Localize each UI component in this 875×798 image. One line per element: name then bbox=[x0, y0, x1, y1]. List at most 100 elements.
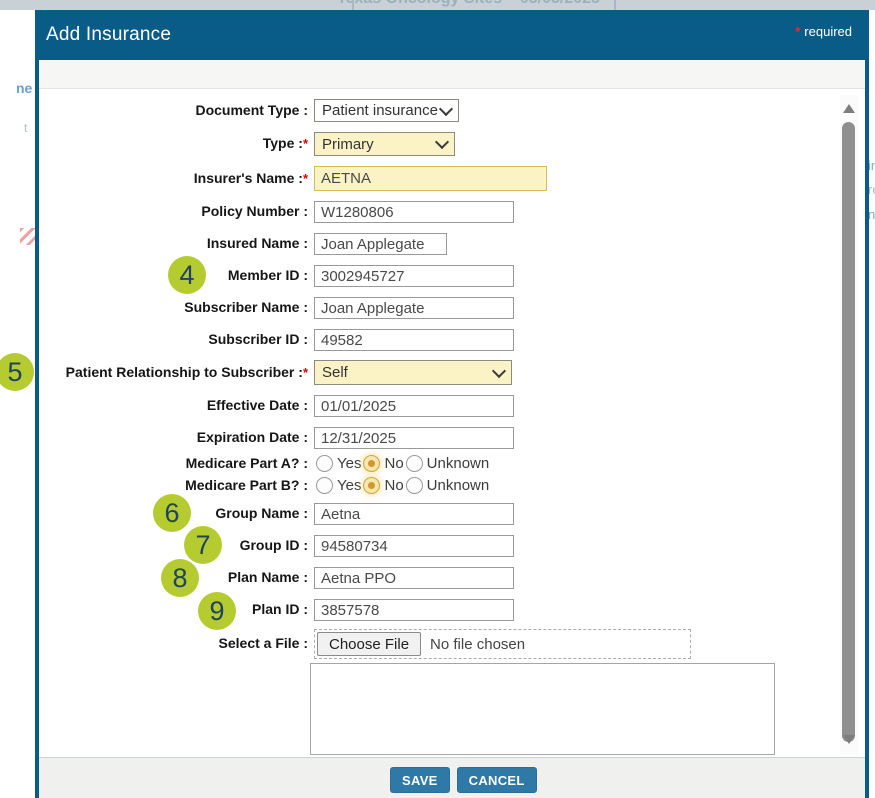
radio-option-label[interactable]: No bbox=[384, 477, 404, 494]
field-label: Insured Name : bbox=[206, 235, 308, 252]
add-insurance-dialog: Add Insurance * required Document Type : … bbox=[35, 10, 869, 798]
background-text-fragment: n bbox=[868, 207, 875, 222]
radio-option-label[interactable]: Unknown bbox=[426, 477, 490, 494]
field-label: Medicare Part A? : bbox=[185, 454, 308, 471]
field-label: Select a File : bbox=[218, 635, 308, 652]
form-row: Effective Date : bbox=[39, 395, 514, 417]
dialog-header: Add Insurance * required bbox=[39, 10, 865, 60]
background-header-divider bbox=[614, 0, 616, 10]
patient-relationship-select[interactable]: Self bbox=[314, 360, 512, 385]
dialog-title: Add Insurance bbox=[46, 24, 172, 45]
step-badge-6: 6 bbox=[153, 494, 191, 532]
background-page-header: Texas Oncology Sites 03/03/2025 bbox=[0, 0, 875, 10]
field-label: Subscriber ID : bbox=[208, 331, 308, 348]
form-row: Patient Relationship to Subscriber :* Se… bbox=[39, 360, 512, 385]
medicare-a-yes-radio[interactable] bbox=[316, 455, 333, 472]
expiration-date-input[interactable] bbox=[314, 427, 514, 449]
medicare-b-no-radio[interactable] bbox=[363, 477, 381, 494]
field-label: Document Type : bbox=[195, 101, 308, 118]
form-row: Subscriber Name : bbox=[39, 297, 514, 319]
group-name-input[interactable] bbox=[314, 503, 514, 525]
type-select[interactable]: Primary bbox=[314, 132, 455, 156]
medicare-part-b-radio-group: Yes No Unknown bbox=[314, 477, 489, 494]
medicare-b-yes-radio[interactable] bbox=[316, 477, 333, 494]
form-row: Group ID : bbox=[39, 535, 514, 557]
form-row: Subscriber ID : bbox=[39, 329, 514, 351]
scrollbar-thumb[interactable] bbox=[842, 122, 855, 742]
scrollbar-down-arrow-icon[interactable] bbox=[843, 735, 855, 744]
plan-name-input[interactable] bbox=[314, 567, 514, 589]
medicare-part-a-radio-group: Yes No Unknown bbox=[314, 455, 489, 472]
step-badge-9: 9 bbox=[198, 592, 236, 630]
radio-option-label[interactable]: Yes bbox=[337, 477, 362, 494]
medicare-a-unknown-radio[interactable] bbox=[405, 455, 423, 472]
radio-option-label[interactable]: Unknown bbox=[426, 455, 490, 472]
form-row: Member ID : bbox=[39, 265, 514, 287]
dialog-footer: SAVE CANCEL bbox=[39, 757, 865, 798]
dialog-subheader-strip bbox=[39, 60, 865, 89]
subscriber-id-input[interactable] bbox=[314, 329, 514, 351]
form-row: Expiration Date : bbox=[39, 427, 514, 449]
required-asterisk: * bbox=[795, 23, 801, 39]
form-row: Group Name : bbox=[39, 503, 514, 525]
background-text-fragment: t bbox=[24, 121, 28, 135]
field-label: Effective Date : bbox=[206, 397, 308, 414]
plan-id-input[interactable] bbox=[314, 599, 514, 621]
form-row: Document Type : Patient insurance bbox=[39, 99, 459, 122]
chevron-down-icon bbox=[438, 101, 454, 116]
step-badge-7: 7 bbox=[184, 526, 222, 564]
step-badge-5: 5 bbox=[0, 353, 34, 391]
group-id-input[interactable] bbox=[314, 535, 514, 557]
subscriber-name-input[interactable] bbox=[314, 297, 514, 319]
step-badge-8: 8 bbox=[161, 559, 199, 597]
field-label: Medicare Part B? : bbox=[185, 476, 308, 493]
background-header-divider bbox=[352, 0, 354, 10]
effective-date-input[interactable] bbox=[314, 395, 514, 417]
field-label: Expiration Date : bbox=[196, 429, 308, 446]
field-label: Group Name : bbox=[215, 505, 308, 522]
step-badge-4: 4 bbox=[168, 256, 206, 294]
form-row: Plan Name : bbox=[39, 567, 514, 589]
background-page-title: Texas Oncology Sites 03/03/2025 bbox=[337, 0, 600, 8]
form-row: Medicare Part B? : Yes No Unknown bbox=[39, 477, 489, 494]
scrollbar-up-arrow-icon[interactable] bbox=[843, 104, 855, 113]
field-label: Insurer's Name :* bbox=[193, 169, 308, 186]
background-text-fragment: ne bbox=[16, 80, 33, 96]
policy-number-input[interactable] bbox=[314, 201, 514, 223]
chevron-down-icon bbox=[434, 134, 450, 150]
field-label: Member ID : bbox=[227, 267, 308, 284]
radio-option-label[interactable]: Yes bbox=[337, 455, 362, 472]
form-row: Insured Name : bbox=[39, 233, 447, 255]
field-label: Policy Number : bbox=[201, 203, 308, 220]
file-chosen-status: No file chosen bbox=[430, 635, 526, 653]
form-row: Select a File : Choose File No file chos… bbox=[39, 629, 691, 659]
document-type-select[interactable]: Patient insurance bbox=[314, 99, 459, 122]
insured-name-input[interactable] bbox=[314, 233, 447, 255]
file-input[interactable]: Choose File No file chosen bbox=[314, 629, 691, 659]
background-text-fragment: in bbox=[868, 158, 875, 173]
form-row: Medicare Part A? : Yes No Unknown bbox=[39, 455, 489, 472]
field-label: Subscriber Name : bbox=[184, 299, 308, 316]
form-row: Insurer's Name :* bbox=[39, 166, 547, 191]
chevron-down-icon bbox=[491, 363, 507, 378]
radio-option-label[interactable]: No bbox=[384, 455, 404, 472]
field-label: Group ID : bbox=[239, 537, 308, 554]
member-id-input[interactable] bbox=[314, 265, 514, 287]
field-label: Type :* bbox=[262, 135, 308, 152]
notes-textarea[interactable] bbox=[310, 663, 775, 755]
medicare-a-no-radio[interactable] bbox=[363, 455, 381, 472]
required-legend: * required bbox=[795, 23, 852, 39]
field-label: Plan Name : bbox=[227, 569, 308, 586]
insurers-name-input[interactable] bbox=[314, 166, 547, 191]
field-label: Plan ID : bbox=[251, 601, 308, 618]
background-pencil-icon bbox=[20, 228, 37, 245]
scrollbar[interactable] bbox=[840, 95, 858, 755]
medicare-b-unknown-radio[interactable] bbox=[405, 477, 423, 494]
form-row: Policy Number : bbox=[39, 201, 514, 223]
form-row: Plan ID : bbox=[39, 599, 514, 621]
save-button[interactable]: SAVE bbox=[390, 767, 450, 793]
background-text-fragment: re bbox=[868, 182, 875, 197]
cancel-button[interactable]: CANCEL bbox=[456, 767, 537, 793]
choose-file-button[interactable]: Choose File bbox=[317, 632, 422, 656]
field-label: Patient Relationship to Subscriber :* bbox=[65, 363, 308, 380]
